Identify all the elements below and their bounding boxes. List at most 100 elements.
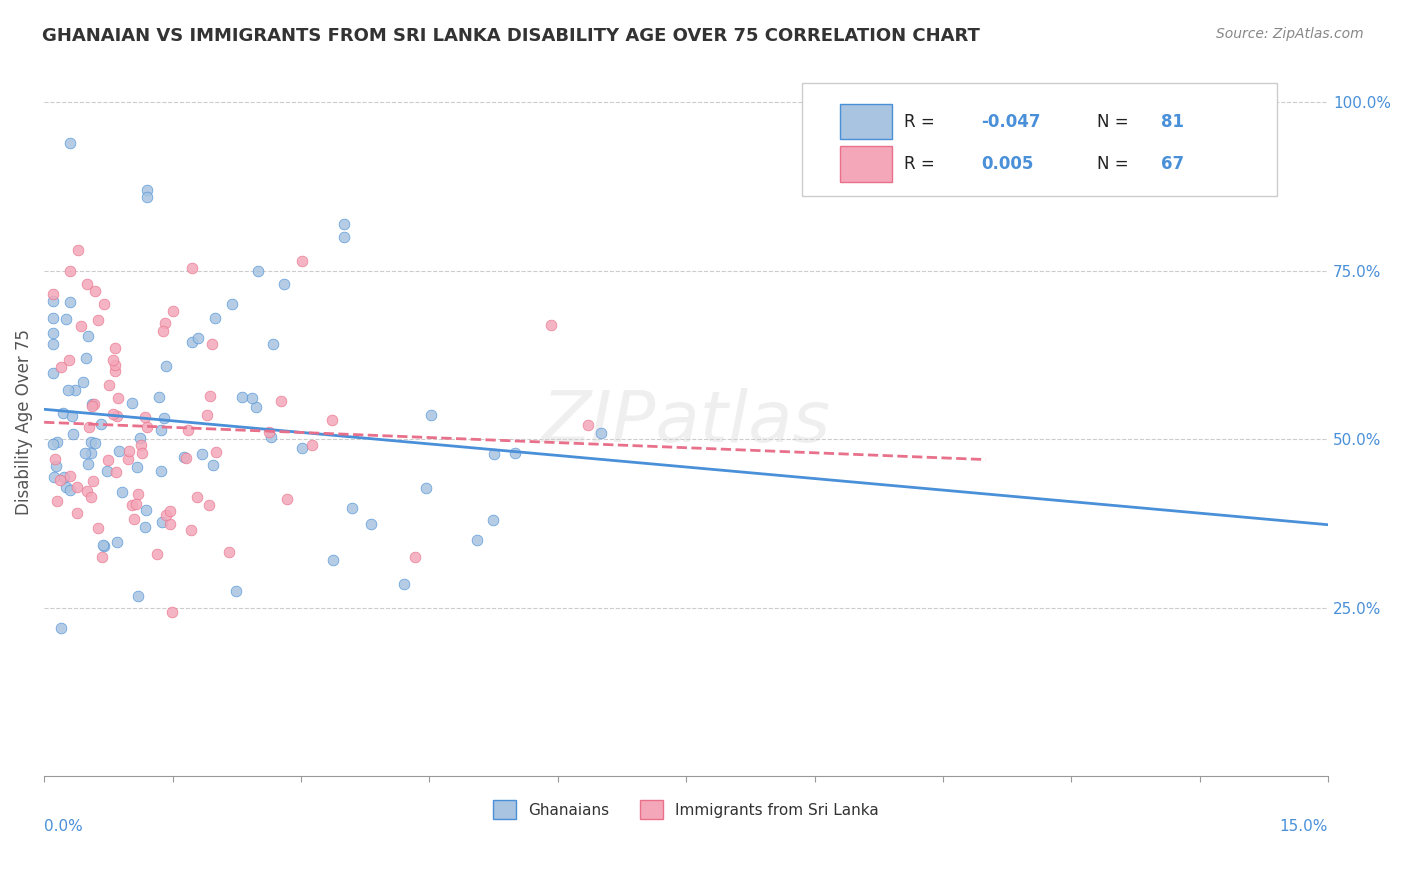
Point <box>322 553 344 567</box>
Point <box>181 260 204 275</box>
Point <box>576 418 599 433</box>
Point <box>83 435 105 450</box>
Point <box>107 392 129 406</box>
Point <box>332 230 354 244</box>
Point <box>60 409 83 423</box>
Point <box>260 430 283 444</box>
Point <box>247 263 270 277</box>
Point <box>155 316 177 330</box>
Point <box>55 312 77 326</box>
Point <box>177 423 200 437</box>
Point <box>41 310 63 325</box>
Point <box>52 406 75 420</box>
Point <box>218 545 240 559</box>
Point <box>127 589 149 603</box>
Point <box>202 458 225 472</box>
Point <box>103 407 125 421</box>
Point <box>394 576 416 591</box>
Point <box>55 480 77 494</box>
Point <box>83 397 105 411</box>
Point <box>415 481 437 495</box>
Point <box>291 442 314 456</box>
Point <box>205 445 228 459</box>
Point <box>257 425 280 439</box>
Point <box>41 337 63 351</box>
Point <box>76 483 98 498</box>
Point <box>135 503 157 517</box>
Point <box>127 487 149 501</box>
Point <box>125 459 148 474</box>
Point <box>87 313 110 327</box>
Point <box>197 499 219 513</box>
Point <box>49 473 72 487</box>
Point <box>52 470 75 484</box>
Point <box>131 438 153 452</box>
Text: ZIPatlas: ZIPatlas <box>541 388 831 457</box>
Point <box>107 444 129 458</box>
Point <box>125 497 148 511</box>
Point <box>67 244 90 258</box>
Point <box>195 408 218 422</box>
Point <box>105 535 128 549</box>
Point <box>73 446 96 460</box>
Point <box>62 426 84 441</box>
Point <box>96 464 118 478</box>
Point <box>225 584 247 599</box>
Point <box>80 446 103 460</box>
Point <box>104 358 127 372</box>
Point <box>80 434 103 449</box>
Text: 15.0%: 15.0% <box>1279 819 1329 834</box>
Point <box>174 450 197 465</box>
Text: N =: N = <box>1097 155 1133 173</box>
Point <box>153 410 176 425</box>
Point <box>360 517 382 532</box>
Point <box>134 410 156 425</box>
Point <box>263 337 285 351</box>
Point <box>59 136 82 150</box>
Point <box>159 516 181 531</box>
Text: -0.047: -0.047 <box>981 112 1040 130</box>
Point <box>155 359 177 373</box>
Point <box>503 445 526 459</box>
Point <box>191 447 214 461</box>
Point <box>79 490 101 504</box>
Point <box>66 506 89 520</box>
Point <box>41 366 63 380</box>
Point <box>98 377 121 392</box>
Point <box>90 549 112 564</box>
Point <box>104 342 127 356</box>
Point <box>128 431 150 445</box>
Point <box>63 383 86 397</box>
Point <box>131 445 153 459</box>
Point <box>148 390 170 404</box>
Point <box>59 295 82 310</box>
Point <box>134 520 156 534</box>
Point <box>82 399 104 413</box>
Point <box>136 420 159 434</box>
Point <box>77 457 100 471</box>
Point <box>56 383 79 397</box>
Point <box>204 310 226 325</box>
Point <box>80 397 103 411</box>
Text: 81: 81 <box>1161 112 1184 130</box>
Point <box>187 331 209 345</box>
Point <box>49 360 72 375</box>
Text: 0.0%: 0.0% <box>44 819 83 834</box>
Point <box>173 450 195 464</box>
Point <box>72 375 94 389</box>
Point <box>180 523 202 537</box>
Point <box>121 498 143 512</box>
Point <box>41 436 63 450</box>
Point <box>101 352 124 367</box>
Point <box>75 351 97 365</box>
Text: R =: R = <box>904 155 941 173</box>
Point <box>301 438 323 452</box>
Text: N =: N = <box>1097 112 1133 130</box>
Point <box>321 413 343 427</box>
Point <box>76 277 98 292</box>
Point <box>59 469 82 483</box>
Point <box>155 508 177 523</box>
Point <box>332 217 354 231</box>
Point <box>122 512 145 526</box>
Point <box>105 409 128 423</box>
